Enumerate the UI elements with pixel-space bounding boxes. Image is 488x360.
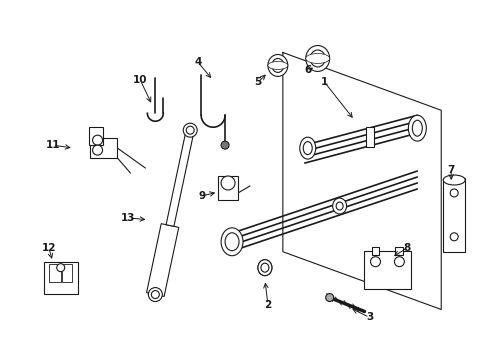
Text: 12: 12	[41, 243, 56, 253]
Bar	[218, 176, 238, 200]
Ellipse shape	[332, 198, 346, 214]
Ellipse shape	[299, 137, 315, 159]
Polygon shape	[146, 224, 179, 296]
Ellipse shape	[261, 263, 268, 272]
Ellipse shape	[183, 123, 197, 137]
Text: 5: 5	[254, 77, 261, 87]
Bar	[442, 177, 464, 252]
Ellipse shape	[224, 233, 239, 251]
Circle shape	[449, 233, 457, 241]
Text: 2: 2	[264, 300, 271, 310]
Circle shape	[221, 141, 228, 149]
Text: 7: 7	[447, 165, 454, 175]
Ellipse shape	[305, 45, 329, 71]
Text: 6: 6	[304, 66, 311, 76]
Ellipse shape	[335, 202, 343, 210]
Ellipse shape	[271, 58, 283, 72]
Text: 9: 9	[198, 191, 205, 201]
Text: 10: 10	[133, 75, 147, 85]
Bar	[49, 264, 61, 282]
Ellipse shape	[309, 50, 325, 67]
Ellipse shape	[258, 260, 271, 276]
Text: 3: 3	[365, 312, 372, 323]
Bar	[371, 247, 379, 255]
Ellipse shape	[303, 141, 312, 154]
Bar	[44, 262, 78, 293]
Circle shape	[92, 145, 102, 155]
Bar	[365, 127, 373, 147]
Bar	[89, 138, 117, 158]
Ellipse shape	[305, 54, 329, 63]
Circle shape	[370, 257, 380, 267]
Text: 4: 4	[194, 58, 202, 67]
Ellipse shape	[267, 54, 287, 76]
Text: 1: 1	[321, 77, 327, 87]
Ellipse shape	[442, 175, 464, 185]
Circle shape	[57, 264, 64, 272]
Bar	[61, 264, 72, 282]
Ellipse shape	[407, 115, 426, 141]
Circle shape	[449, 189, 457, 197]
Ellipse shape	[151, 291, 159, 298]
Ellipse shape	[258, 260, 271, 276]
Bar	[88, 127, 102, 145]
Text: 8: 8	[403, 243, 410, 253]
Text: 11: 11	[45, 140, 60, 150]
Ellipse shape	[148, 288, 162, 302]
Ellipse shape	[221, 228, 243, 256]
Ellipse shape	[325, 293, 333, 302]
Bar	[395, 247, 403, 255]
Circle shape	[221, 176, 235, 190]
Ellipse shape	[261, 263, 268, 272]
Ellipse shape	[411, 120, 422, 136]
Polygon shape	[166, 129, 194, 226]
Text: 13: 13	[121, 213, 136, 223]
Bar	[363, 251, 410, 289]
Circle shape	[92, 135, 102, 145]
Circle shape	[394, 257, 404, 267]
Ellipse shape	[186, 126, 194, 134]
Ellipse shape	[267, 62, 287, 69]
